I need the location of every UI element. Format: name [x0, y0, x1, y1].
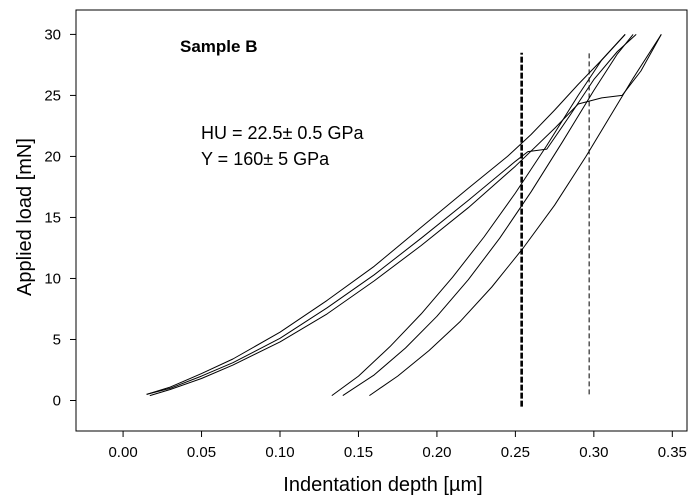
annotation-modulus: Y = 160± 5 GPa: [201, 149, 330, 169]
y-tick-label: 20: [44, 148, 61, 165]
y-tick-label: 10: [44, 270, 61, 287]
x-tick-label: 0.25: [501, 444, 530, 461]
x-tick-label: 0.30: [579, 444, 608, 461]
load-curve-4: [331, 34, 626, 397]
load-curve-5: [342, 34, 634, 397]
x-tick-label: 0.20: [422, 444, 451, 461]
x-tick-label: 0.05: [187, 444, 216, 461]
load-curve-3: [149, 34, 662, 397]
x-axis-title: Indentation depth [µm]: [283, 474, 482, 496]
y-ticks-layer: 0 5 10 15 20 25 30: [44, 26, 76, 409]
y-tick-label: 5: [53, 331, 61, 348]
y-tick-label: 30: [44, 26, 61, 43]
load-curve-1: [146, 34, 626, 395]
x-tick-label: 0.10: [265, 444, 294, 461]
y-tick-label: 25: [44, 87, 61, 104]
y-tick-label: 0: [53, 392, 61, 409]
load-curve-2: [146, 34, 637, 395]
x-tick-label: 0.15: [344, 444, 373, 461]
series-layer: [146, 34, 662, 397]
y-tick-label: 15: [44, 209, 61, 226]
annotation-hardness: HU = 22.5± 0.5 GPa: [201, 123, 364, 143]
y-axis-title: Applied load [mN]: [14, 138, 36, 296]
load-curve-6: [369, 34, 662, 397]
x-tick-label: 0.35: [658, 444, 687, 461]
reference-lines-layer: [520, 52, 590, 407]
x-ticks-layer: 0.00 0.05 0.10 0.15 0.20 0.25 0.30 0.35: [108, 431, 687, 461]
plot-frame: [75, 9, 688, 432]
panel-label: Sample B: [180, 37, 257, 56]
x-tick-label: 0.00: [108, 444, 137, 461]
